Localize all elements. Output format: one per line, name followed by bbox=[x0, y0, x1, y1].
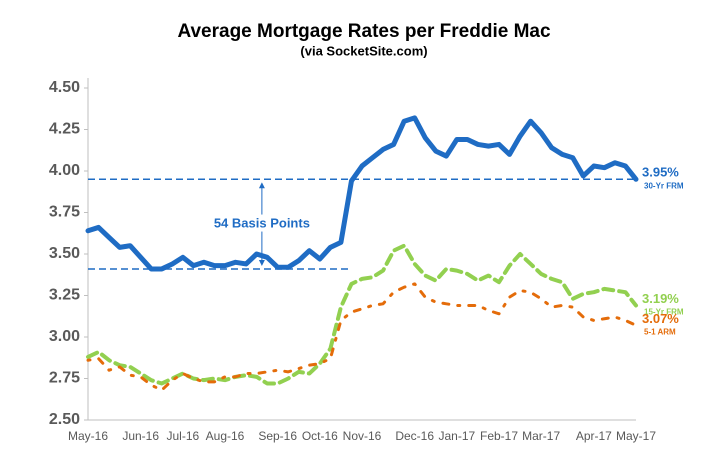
y-tick-label: 2.75 bbox=[49, 370, 80, 387]
x-tick-label: May-17 bbox=[616, 429, 656, 443]
series-line bbox=[85, 115, 639, 272]
chart-subtitle: (via SocketSite.com) bbox=[300, 43, 427, 58]
x-tick-label: Jul-16 bbox=[167, 429, 200, 443]
x-tick-label: Dec-16 bbox=[395, 429, 434, 443]
x-tick-label: Oct-16 bbox=[302, 429, 338, 443]
x-tick-label: Nov-16 bbox=[343, 429, 382, 443]
series-line bbox=[86, 243, 638, 386]
x-tick-label: Sep-16 bbox=[258, 429, 297, 443]
annotation-background bbox=[210, 214, 313, 232]
annotation: 54 Basis Points bbox=[214, 216, 310, 231]
end-value-label: 3.19% bbox=[642, 291, 679, 306]
x-tick-label: Aug-16 bbox=[206, 429, 245, 443]
series-line bbox=[86, 282, 638, 392]
series-name: 15-Yr FRM bbox=[644, 308, 684, 317]
y-tick-label: 4.50 bbox=[49, 79, 80, 96]
y-tick-label: 3.25 bbox=[49, 287, 80, 304]
x-tick-label: Apr-17 bbox=[576, 429, 612, 443]
y-tick-label: 4.00 bbox=[49, 162, 80, 179]
end-value-label: 3.95% bbox=[642, 165, 679, 180]
end-value-label: 3.07% bbox=[642, 311, 679, 326]
x-tick-label: Jan-17 bbox=[438, 429, 475, 443]
x-tick-label: May-16 bbox=[68, 429, 108, 443]
chart-title: Average Mortgage Rates per Freddie Mac bbox=[177, 21, 551, 42]
y-tick-label: 3.75 bbox=[49, 204, 80, 221]
series-name: 5-1 ARM bbox=[644, 327, 676, 336]
x-tick-label: Feb-17 bbox=[480, 429, 518, 443]
x-tick-label: Mar-17 bbox=[522, 429, 560, 443]
x-tick-label: Jun-16 bbox=[122, 429, 159, 443]
series-name: 30-Yr FRM bbox=[644, 181, 684, 190]
y-tick-label: 4.25 bbox=[49, 121, 80, 138]
y-tick-label: 3.00 bbox=[49, 328, 80, 345]
y-tick-label: 2.50 bbox=[49, 411, 80, 428]
y-tick-label: 3.50 bbox=[49, 245, 80, 262]
